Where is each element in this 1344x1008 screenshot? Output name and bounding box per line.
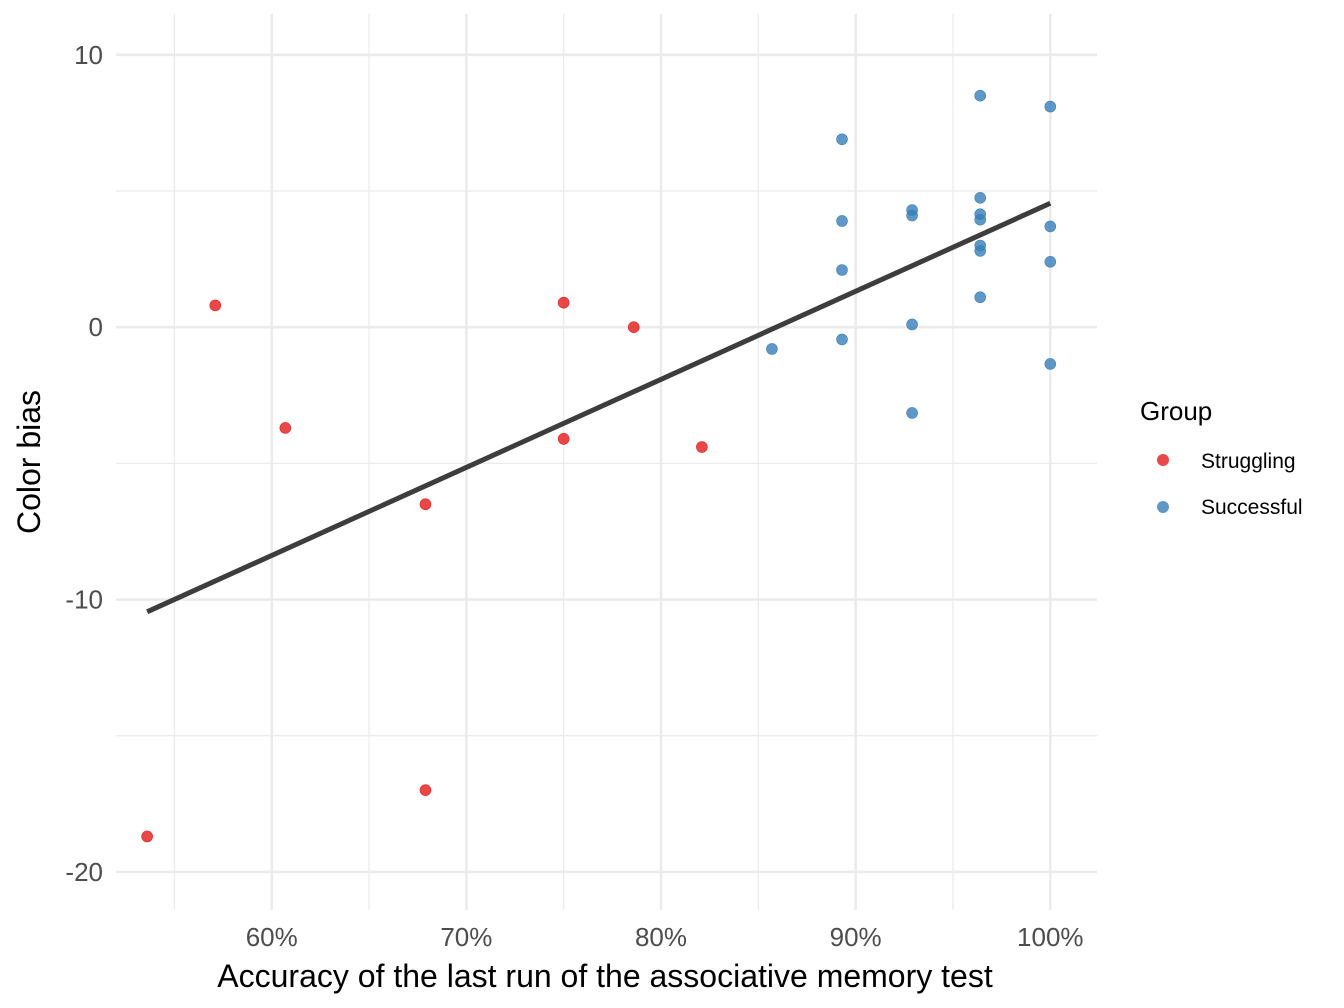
data-point-successful (974, 245, 987, 257)
data-point-struggling (627, 321, 640, 333)
trend-line-group (146, 200, 1052, 615)
legend: Group Struggling Successful (1140, 396, 1303, 519)
y-tick-label: 0 (89, 312, 103, 342)
data-point-successful (906, 209, 918, 222)
data-point-successful (836, 133, 848, 146)
data-point-successful (906, 318, 918, 331)
data-point-struggling (419, 498, 432, 511)
x-tick-label: 60% (246, 922, 298, 952)
data-point-successful (836, 264, 848, 276)
legend-key-successful (1157, 501, 1169, 513)
data-point-successful (766, 343, 778, 355)
legend-title: Group (1140, 396, 1212, 426)
x-tick-label: 70% (440, 922, 492, 952)
data-point-successful (1044, 358, 1057, 370)
x-axis-title: Accuracy of the last run of the associat… (217, 958, 993, 994)
data-point-struggling (419, 784, 432, 796)
data-point-struggling (279, 422, 292, 434)
data-point-successful (836, 215, 848, 227)
data-point-struggling (141, 830, 153, 843)
data-point-struggling (696, 441, 708, 453)
data-point-successful (1044, 100, 1057, 113)
data-point-struggling (557, 296, 570, 309)
data-points (141, 89, 1057, 843)
x-tick-label: 90% (830, 922, 882, 952)
data-point-successful (974, 89, 987, 102)
tick-labels: 60% 70% 80% 90% 100% 10 0 -10 -20 (65, 40, 1083, 952)
trend-line (146, 200, 1052, 615)
legend-label-struggling: Struggling (1201, 450, 1296, 473)
legend-key-struggling (1157, 454, 1169, 466)
y-axis-title: Color bias (11, 390, 47, 534)
y-tick-label: 10 (74, 40, 103, 70)
data-point-successful (974, 291, 987, 304)
y-tick-label: -20 (65, 857, 103, 887)
data-point-struggling (209, 299, 222, 312)
data-point-successful (1044, 256, 1057, 268)
y-tick-label: -10 (65, 585, 103, 615)
data-point-successful (974, 213, 987, 226)
data-point-struggling (557, 433, 570, 445)
x-tick-label: 100% (1017, 922, 1084, 952)
grid-lines (116, 14, 1097, 910)
data-point-successful (906, 407, 918, 419)
legend-label-successful: Successful (1201, 496, 1303, 519)
data-point-successful (836, 333, 848, 346)
data-point-successful (1044, 220, 1057, 233)
x-tick-label: 80% (635, 922, 687, 952)
data-point-successful (974, 192, 987, 204)
